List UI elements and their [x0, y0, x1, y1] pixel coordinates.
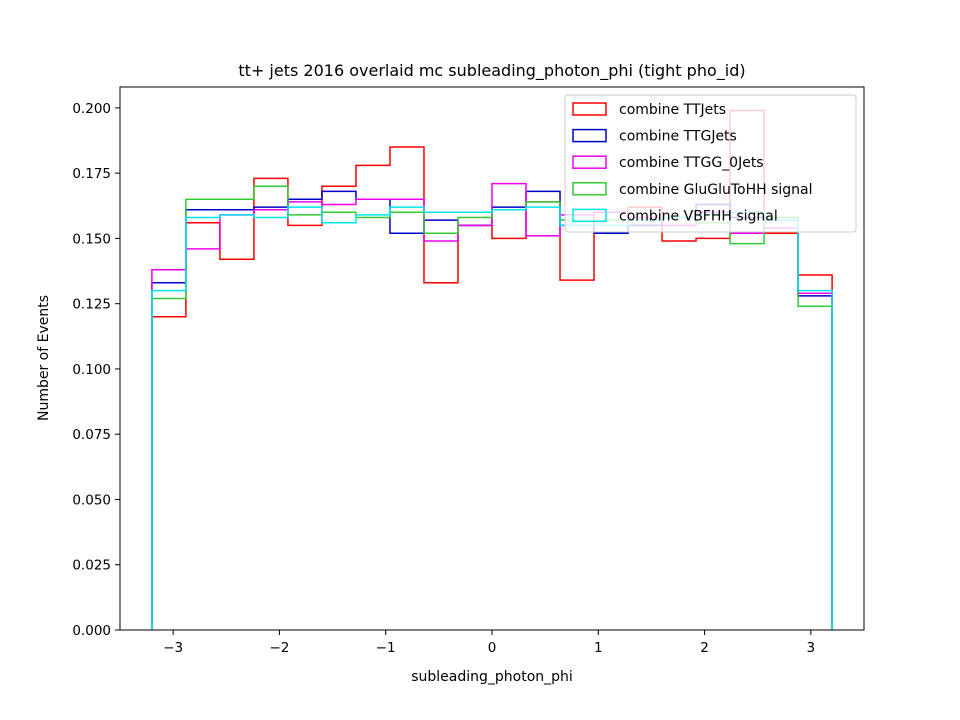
axes: −3 −2 −1 0 1 2 3 0.000 0.025 0.050 0.075 0.100 0.125… — [72, 86, 865, 656]
legend-entry-label: combine TTGJets — [619, 129, 737, 145]
legend-swatch — [572, 208, 607, 223]
legend-swatch — [572, 155, 607, 169]
y-tick-label: 0.025 — [72, 558, 111, 574]
x-tick-label: 2 — [700, 640, 709, 656]
legend-entry-label: combine TTGG_0Jets — [619, 155, 764, 171]
legend-swatch — [572, 182, 607, 196]
chart-title: tt+ jets 2016 overlaid mc subleading_pho… — [238, 61, 745, 81]
legend-entry-label: combine VBFHH signal — [619, 208, 778, 224]
legend-box — [564, 94, 857, 233]
x-axis-label: subleading_photon_phi — [411, 669, 573, 685]
x-tick-label: −1 — [376, 640, 396, 656]
x-tick-label: 3 — [807, 640, 816, 656]
legend-entry-label: combine TTJets — [619, 102, 726, 118]
y-tick-label: 0.000 — [72, 623, 111, 639]
series-3-step-line — [151, 185, 833, 630]
y-tick-label: 0.200 — [72, 101, 111, 117]
legend-entry-label: combine GluGluToHH signal — [619, 182, 813, 198]
y-axis-label: Number of Events — [36, 295, 52, 421]
legend-swatch — [572, 128, 607, 143]
y-tick-label: 0.125 — [72, 297, 111, 313]
legend: combine TTJets combine TTGJets combine TTG… — [564, 94, 857, 233]
x-tick-label: 1 — [594, 640, 603, 656]
x-tick-label: −2 — [269, 640, 289, 656]
y-tick-label: 0.075 — [72, 427, 111, 443]
y-tick-label: 0.050 — [72, 492, 111, 508]
legend-swatch — [572, 102, 607, 116]
x-tick-label: −3 — [163, 640, 183, 656]
y-tick-label: 0.175 — [72, 166, 111, 182]
y-tick-label: 0.150 — [72, 231, 111, 247]
x-tick-label: 0 — [488, 640, 497, 656]
y-tick-label: 0.100 — [72, 362, 111, 378]
